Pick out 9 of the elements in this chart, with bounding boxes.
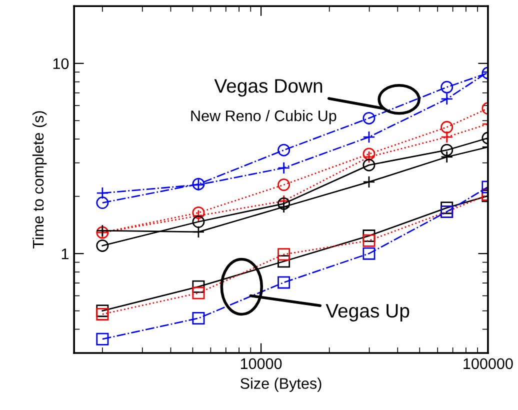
x-tick-label: 10000 [240,358,282,370]
y-tick-label: 1 [62,248,68,260]
annotation: Vegas Up [326,304,410,322]
y-tick-label: 10 [53,58,69,70]
annotation: Vegas Down [214,79,322,97]
x-axis-title: Size (Bytes) [240,378,322,392]
annotation: New Reno / Cubic Up [191,110,336,124]
x-tick-label: 100000 [464,358,513,370]
y-axis-title: Time to complete (s) [32,111,47,249]
